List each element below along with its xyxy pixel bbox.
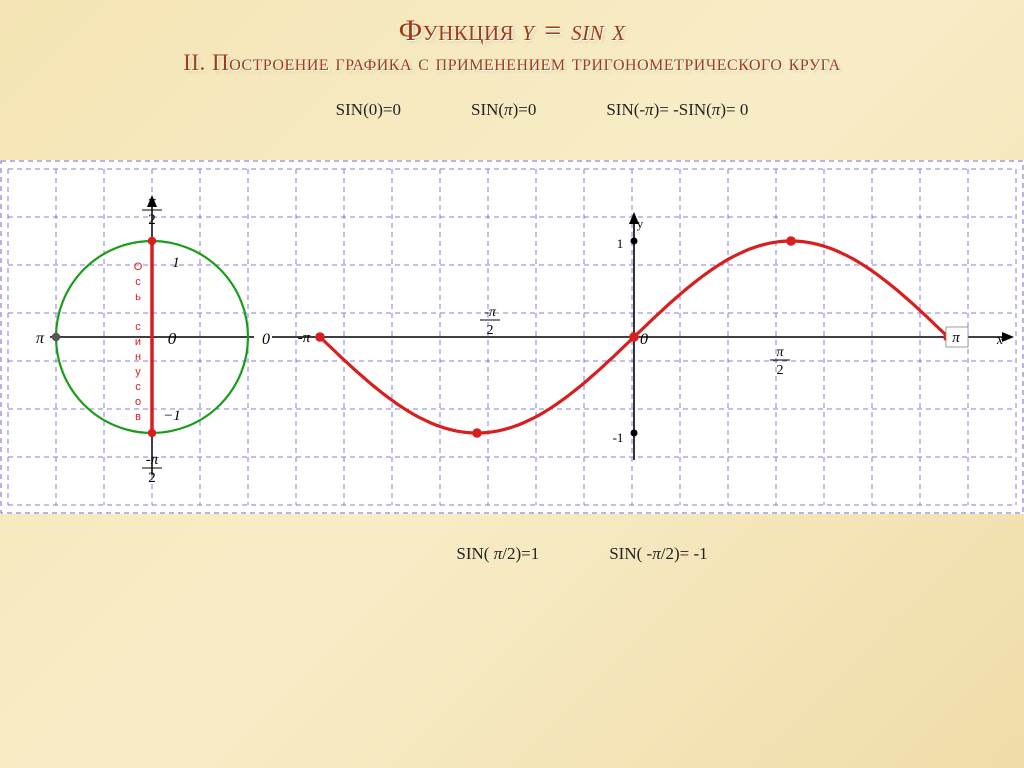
svg-text:о: о	[135, 396, 141, 408]
svg-text:0: 0	[640, 331, 648, 348]
title-block: Функция y = sin x II. Построение графика…	[0, 0, 1024, 78]
eq-5: SIN( -π/2)= -1	[609, 544, 707, 564]
svg-text:0: 0	[168, 329, 177, 348]
svg-text:с: с	[135, 321, 141, 333]
eq-2: SIN(π)=0	[471, 100, 536, 120]
svg-text:2: 2	[487, 323, 494, 338]
title-text-2a: II.	[183, 50, 212, 75]
svg-text:π: π	[776, 345, 784, 360]
svg-text:-1: -1	[613, 430, 624, 445]
svg-text:2: 2	[148, 470, 156, 486]
title-text-1b: y = sin x	[522, 14, 625, 47]
svg-text:π: π	[952, 330, 960, 346]
plot-container: Ось синусовπ01−1π2-π20-π-π20π2π1-1xy	[0, 160, 1024, 514]
svg-text:π: π	[148, 194, 156, 210]
svg-text:в: в	[135, 411, 141, 423]
svg-text:-π: -π	[484, 305, 497, 320]
eq-4: SIN( π/2)=1	[456, 544, 539, 564]
svg-text:-π: -π	[146, 452, 159, 468]
svg-text:1: 1	[172, 255, 180, 271]
equations-top: SIN(0)=0 SIN(π)=0 SIN(-π)= -SIN(π)= 0	[0, 100, 1024, 120]
svg-text:ь: ь	[135, 291, 141, 303]
svg-text:с: с	[135, 381, 141, 393]
svg-text:-π: -π	[298, 330, 311, 346]
equations-bottom: SIN( π/2)=1 SIN( -π/2)= -1	[0, 544, 1024, 564]
svg-text:1: 1	[617, 236, 624, 251]
plot-svg: Ось синусовπ01−1π2-π20-π-π20π2π1-1xy	[0, 160, 1024, 514]
title-text-1a: Функция	[399, 14, 523, 47]
title-line-1: Функция y = sin x	[0, 14, 1024, 48]
title-text-2b: Построение графика с применением тригоно…	[212, 50, 841, 75]
svg-text:−1: −1	[163, 408, 181, 424]
svg-text:2: 2	[777, 363, 784, 378]
svg-text:у: у	[135, 366, 141, 378]
svg-text:0: 0	[262, 331, 270, 348]
svg-text:2: 2	[148, 212, 156, 228]
eq-1: SIN(0)=0	[336, 100, 401, 120]
svg-text:π: π	[36, 330, 45, 347]
eq-3: SIN(-π)= -SIN(π)= 0	[606, 100, 748, 120]
title-line-2: II. Построение графика с применением три…	[0, 48, 1024, 78]
svg-text:О: О	[134, 261, 143, 273]
svg-text:x: x	[996, 333, 1004, 348]
svg-text:y: y	[637, 216, 644, 231]
svg-text:с: с	[135, 276, 141, 288]
svg-text:н: н	[135, 351, 141, 363]
svg-text:и: и	[135, 336, 141, 348]
